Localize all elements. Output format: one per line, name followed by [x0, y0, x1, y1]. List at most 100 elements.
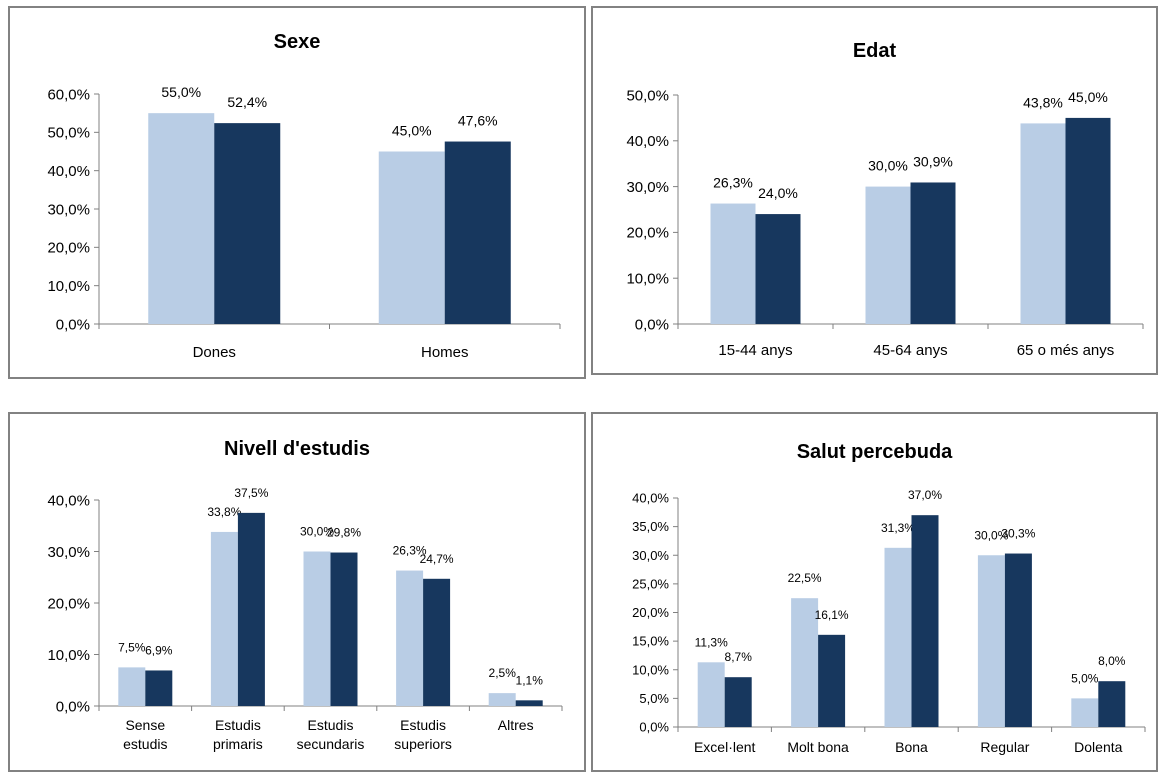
bar [1020, 123, 1066, 325]
bar [488, 693, 516, 706]
y-tick-label: 10,0% [47, 278, 90, 295]
category-label: estudis [123, 736, 167, 752]
data-label: 30,9% [913, 153, 953, 169]
data-label: 30,0% [300, 525, 334, 539]
chart-panel-edat: Edat 0,0% 10,0% 20,0% 30,0% 40,0% 50,0% 26,3% 24… [591, 6, 1158, 375]
chart-panel-nivell-estudis: Nivell d'estudis 0,0% 10,0% 20,0% 30,0% 40,0%… [8, 412, 586, 772]
category-label: Molt bona [787, 739, 849, 755]
bar [710, 203, 756, 324]
y-tick-label: 0,0% [639, 720, 669, 735]
category-label: Altres [498, 717, 534, 733]
y-tick-label: 60,0% [47, 86, 90, 103]
data-label: 11,3% [695, 635, 728, 649]
bar [884, 547, 912, 727]
category-label: 45-64 anys [873, 342, 947, 359]
y-tick-label: 20,0% [626, 225, 669, 242]
bar [1065, 117, 1111, 325]
chart-svg: Sexe 0,0% 10,0% 20,0% 30,0% 40,0% 50,0% 60,0% 55… [47, 31, 561, 361]
y-tick-label: 0,0% [635, 316, 669, 333]
data-label: 24,7% [420, 552, 454, 566]
y-tick-label: 0,0% [56, 316, 90, 333]
data-label: 45,0% [392, 123, 432, 139]
category-label: secundaris [297, 736, 365, 752]
y-tick-label: 5,0% [639, 691, 669, 706]
data-label: 33,8% [207, 505, 241, 519]
data-label: 31,3% [881, 521, 915, 535]
bar [444, 141, 511, 324]
data-label: 5,0% [1071, 671, 1099, 685]
data-label: 8,0% [1098, 654, 1126, 668]
category-label: superiors [394, 736, 452, 752]
bar [977, 555, 1005, 727]
chart-title: Sexe [274, 31, 321, 53]
data-label: 29,8% [327, 526, 361, 540]
y-tick-label: 0,0% [56, 698, 90, 715]
bar [818, 634, 846, 727]
y-tick-label: 10,0% [632, 662, 669, 677]
category-label: primaris [213, 736, 263, 752]
category-label: Excel·lent [694, 739, 756, 755]
y-tick-label: 30,0% [47, 544, 90, 561]
bar [118, 667, 146, 706]
bar [237, 512, 265, 706]
data-label: 6,9% [145, 643, 173, 657]
chart-title: Nivell d'estudis [224, 438, 370, 460]
bar [697, 662, 725, 727]
y-tick-label: 20,0% [47, 595, 90, 612]
y-tick-label: 40,0% [632, 491, 669, 506]
data-label: 43,8% [1023, 94, 1063, 110]
chart-svg: Salut percebuda 0,0% 5,0% 10,0% 15,0% 20,0% 25… [632, 441, 1146, 755]
data-label: 1,1% [516, 673, 544, 687]
bar [1004, 553, 1032, 727]
category-label: Regular [980, 739, 1029, 755]
data-label: 24,0% [758, 185, 798, 201]
chart-panel-salut-percebuda: Salut percebuda 0,0% 5,0% 10,0% 15,0% 20,0% 25… [591, 412, 1158, 772]
category-label: Bona [895, 739, 928, 755]
bar [791, 598, 819, 727]
data-label: 37,0% [908, 488, 942, 502]
bar [755, 214, 801, 324]
data-label: 30,0% [868, 158, 908, 174]
bar [303, 551, 331, 706]
y-tick-label: 40,0% [626, 133, 669, 150]
y-tick-label: 30,0% [626, 179, 669, 196]
bar [378, 151, 445, 324]
y-tick-label: 40,0% [47, 163, 90, 180]
y-tick-label: 25,0% [632, 576, 669, 591]
data-label: 16,1% [815, 608, 849, 622]
bar [396, 570, 424, 706]
bar [911, 515, 939, 727]
bar [910, 182, 956, 324]
bar [515, 700, 543, 706]
y-tick-label: 30,0% [632, 548, 669, 563]
category-label: Dolenta [1074, 739, 1122, 755]
y-tick-label: 10,0% [47, 647, 90, 664]
chart-svg: Nivell d'estudis 0,0% 10,0% 20,0% 30,0% 40,0%… [47, 438, 563, 752]
category-label: Estudis [215, 717, 261, 733]
bar [145, 670, 173, 706]
category-label: Homes [421, 344, 469, 361]
y-tick-label: 20,0% [47, 240, 90, 257]
data-label: 8,7% [725, 650, 753, 664]
data-label: 45,0% [1068, 89, 1108, 105]
data-label: 55,0% [161, 84, 201, 100]
chart-panel-sexe: Sexe 0,0% 10,0% 20,0% 30,0% 40,0% 50,0% 60,0% 55… [8, 6, 586, 379]
data-label: 2,5% [489, 666, 517, 680]
bar [423, 578, 451, 706]
data-label: 37,5% [234, 486, 268, 500]
category-label: Dones [193, 344, 236, 361]
y-tick-label: 40,0% [47, 492, 90, 509]
category-label: Estudis [308, 717, 354, 733]
data-label: 47,6% [458, 113, 498, 129]
category-label: Sense [125, 717, 165, 733]
y-tick-label: 20,0% [632, 605, 669, 620]
data-label: 26,3% [393, 544, 427, 558]
category-label: 15-44 anys [718, 342, 792, 359]
category-label: 65 o més anys [1017, 342, 1115, 359]
y-tick-label: 30,0% [47, 201, 90, 218]
bar [1098, 681, 1126, 727]
y-tick-label: 10,0% [626, 270, 669, 287]
y-tick-label: 35,0% [632, 519, 669, 534]
bar [210, 531, 238, 706]
y-tick-label: 15,0% [632, 634, 669, 649]
